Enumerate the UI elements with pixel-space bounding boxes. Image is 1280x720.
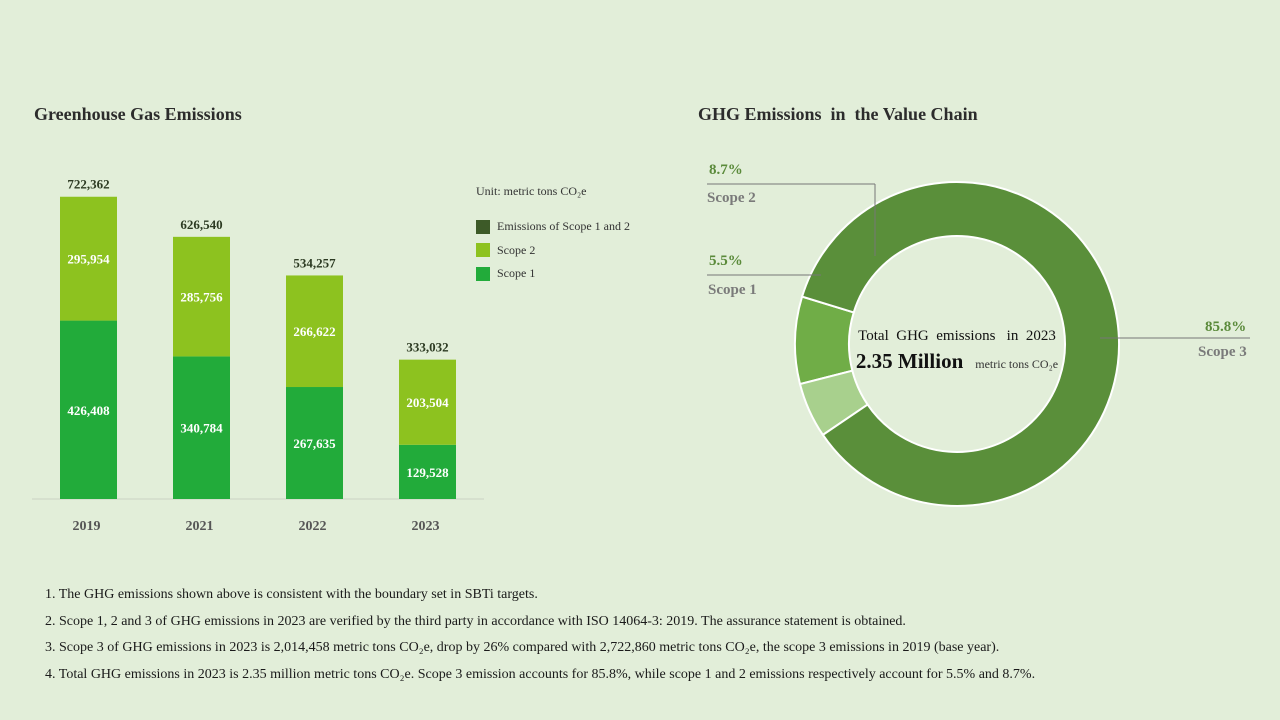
x-tick-label: 2021 [186,519,214,534]
total-label: 722,362 [67,177,109,192]
callout-scope3-name: Scope 3 [1198,344,1247,360]
unit-label: Unit: metric tons CO₂e [476,184,587,198]
legend-label: Scope 2 [497,242,536,257]
bar-scope1-2023 [399,444,456,499]
footnotes: 1. The GHG emissions shown above is cons… [45,586,1035,693]
legend-swatch [476,219,490,234]
callout-scope2-pct: 8.7% [709,162,743,178]
data-label: 266,622 [293,324,335,339]
donut-slice-scope3 [800,181,1120,507]
chart-legend: Unit: metric tons CO₂e Emissions of Scop… [476,184,630,286]
left-chart-title: Greenhouse Gas Emissions [34,104,242,124]
donut-center-unit: metric tons CO₂e [975,357,1059,371]
donut-center-label: Total GHG emissions in 2023 2.35 Million… [851,328,1063,374]
legend-swatch [476,243,490,258]
data-label: 295,954 [67,252,110,267]
x-tick-label: 2019 [73,519,101,534]
callout-scope1-name: Scope 1 [708,282,757,298]
callout-scope3-pct: 85.8% [1205,319,1247,335]
bar-scope1-2021 [173,356,230,499]
data-label: 203,504 [406,395,449,410]
donut-center-title: Total GHG emissions in 2023 [858,328,1056,344]
bar-scope2-2023 [399,359,456,445]
bar-scope1-2022 [286,387,343,499]
bar-scope2-2019 [60,196,117,321]
data-label: 340,784 [180,421,223,436]
bar-scope2-2022 [286,275,343,388]
total-label: 534,257 [293,255,336,270]
legend-item-scope1: Scope 1 [476,262,630,286]
x-tick-label: 2022 [299,519,327,534]
legend-label: Scope 1 [497,266,536,281]
data-label: 285,756 [180,290,223,305]
bar-scope2-2021 [173,236,230,357]
legend-swatch [476,266,490,281]
donut-center-value-row: 2.35 Million metric tons CO₂e [851,349,1063,374]
legend-label: Emissions of Scope 1 and 2 [497,219,630,234]
x-tick-label: 2023 [412,519,440,534]
footnote: 4. Total GHG emissions in 2023 is 2.35 m… [45,667,1036,683]
total-label: 626,540 [180,217,222,232]
data-label: 129,528 [406,465,449,480]
callout-scope1-pct: 5.5% [709,253,743,269]
legend-item-scope2: Scope 2 [476,239,630,263]
legend-item-scope1-2: Emissions of Scope 1 and 2 [476,215,630,239]
footnote: 3. Scope 3 of GHG emissions in 2023 is 2… [45,640,1000,656]
bar-scope1-2019 [60,320,117,499]
total-label: 333,032 [406,340,448,355]
donut-chart [707,181,1250,507]
stacked-bar-chart: 426,408 295,954 722,362 2019 340,784 285,756 6… [32,177,484,534]
data-label: 267,635 [293,436,336,451]
donut-center-value: 2.35 Million [855,349,964,373]
footnote: 2. Scope 1, 2 and 3 of GHG emissions in … [45,613,906,629]
donut-slice-scope1 [798,369,869,437]
right-chart-title: GHG Emissions in the Value Chain [698,104,978,124]
callout-scope2-name: Scope 2 [707,190,756,206]
footnote: 1. The GHG emissions shown above is cons… [45,587,538,602]
data-label: 426,408 [67,403,110,418]
